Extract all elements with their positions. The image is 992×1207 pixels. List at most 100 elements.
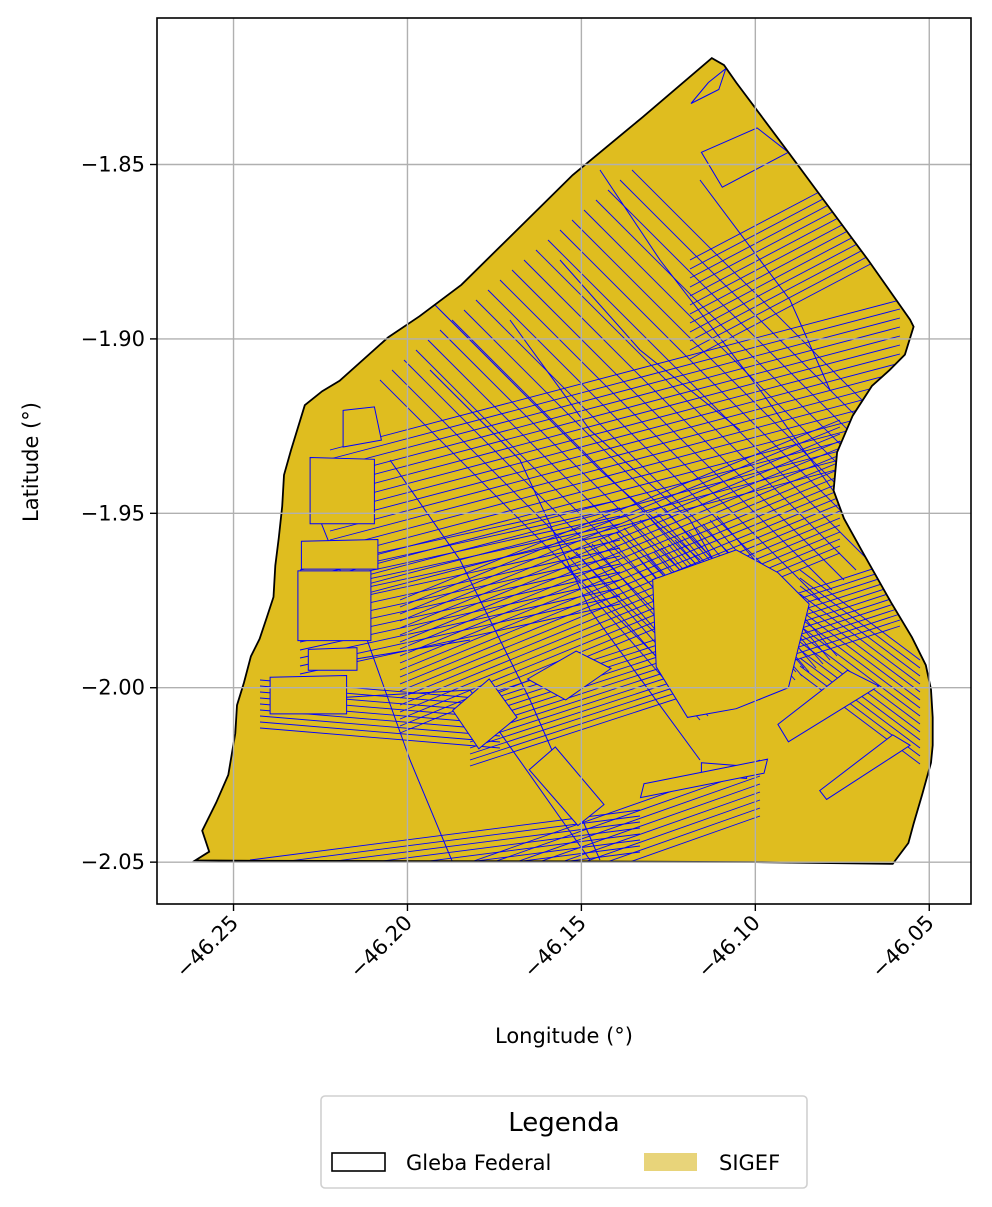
parcel-line-64 (399, 489, 841, 671)
axes-frame (156, 17, 972, 905)
sigef-parcel-4 (269, 674, 348, 715)
y-tick-label-4: −2.05 (81, 850, 145, 874)
y-tick-label-2: −1.95 (81, 501, 145, 525)
parcel-line-129 (799, 569, 921, 661)
parcel-line-153 (689, 249, 881, 351)
parcel-line-58 (399, 447, 841, 629)
parcel-line-31 (329, 380, 901, 532)
parcel-line-62 (399, 475, 841, 657)
parcel-line-70 (399, 531, 841, 713)
legend-title: Legenda (508, 1108, 619, 1138)
parcel-line-15 (559, 229, 881, 551)
sigef-parcel-5 (528, 746, 605, 827)
y-axis-label: Latitude (°) (19, 402, 43, 522)
parcel-line-101 (249, 845, 641, 864)
parcel-line-32 (329, 389, 901, 541)
sigef-parcel-1 (300, 538, 379, 570)
parcel-line-13 (535, 249, 857, 571)
parcel-line-67 (399, 510, 841, 692)
parcel-line-152 (689, 240, 881, 342)
parcel-line-140 (799, 657, 921, 749)
parcel-line-92 (259, 715, 501, 737)
legend-swatch-gleba-federal (331, 1152, 386, 1172)
parcel-boundary-8 (349, 639, 471, 661)
x-tick-label-0: −46.25 (171, 911, 243, 983)
parcel-line-94 (259, 727, 501, 749)
parcel-line-33 (329, 398, 901, 550)
sigef-parcel-2 (297, 570, 372, 642)
parcel-line-151 (689, 231, 881, 333)
parcel-line-134 (799, 609, 921, 701)
parcel-line-11 (511, 269, 833, 591)
parcel-line-56 (399, 433, 841, 615)
parcel-line-93 (259, 721, 501, 743)
parcel-line-161 (419, 807, 761, 864)
parcel-line-0 (379, 379, 701, 701)
legend-label-gleba-federal: Gleba Federal (406, 1151, 551, 1175)
parcel-boundary-5 (699, 179, 831, 391)
parcel-boundary-2 (599, 169, 841, 501)
parcel-line-14 (547, 239, 869, 561)
parcel-line-96 (249, 815, 641, 864)
sigef-parcel-0 (309, 456, 375, 525)
parcel-line-66 (399, 503, 841, 685)
parcel-line-136 (799, 625, 921, 717)
parcel-line-39 (329, 452, 901, 604)
parcel-line-24 (329, 317, 901, 469)
y-tick-label-3: −2.00 (81, 676, 145, 700)
sigef-parcel-14 (342, 406, 382, 448)
parcel-line-35 (329, 416, 901, 568)
legend-swatch-sigef (644, 1153, 697, 1171)
parcel-line-156 (419, 767, 761, 864)
parcel-line-51 (299, 587, 621, 659)
parcel-line-25 (329, 326, 901, 478)
parcel-line-150 (689, 222, 881, 324)
parcel-line-102 (249, 851, 641, 864)
sigef-parcel-10 (818, 734, 912, 801)
y-tick-label-0: −1.85 (81, 153, 145, 177)
x-tick-label-2: −46.15 (519, 911, 591, 983)
parcel-line-54 (399, 419, 841, 601)
parcel-line-158 (419, 783, 761, 864)
parcel-line-61 (399, 468, 841, 650)
legend: Legenda Gleba Federal SIGEF (320, 1095, 808, 1189)
sigef-parcel-7 (639, 758, 769, 799)
parcel-line-98 (249, 827, 641, 864)
parcel-line-133 (799, 601, 921, 693)
parcel-line-28 (329, 353, 901, 505)
parcel-boundary-9 (429, 299, 701, 561)
parcel-line-159 (419, 791, 761, 864)
parcel-line-68 (399, 517, 841, 699)
parcel-line-37 (329, 434, 901, 586)
plot-area: −46.25 −46.20 −46.15 −46.10 −46.05 −1.85 −1.90… (81, 17, 972, 983)
sigef-parcel-3 (307, 647, 358, 671)
parcel-line-99 (249, 833, 641, 864)
parcel-boundary-4 (319, 519, 461, 864)
x-tick-label-3: −46.10 (693, 911, 765, 983)
sigef-parcel-15 (690, 67, 727, 104)
parcel-line-131 (799, 585, 921, 677)
parcel-line-100 (249, 839, 641, 864)
parcel-line-30 (329, 371, 901, 523)
grid (157, 18, 971, 904)
x-tick-label-4: −46.05 (867, 911, 939, 983)
parcel-boundary-6 (559, 259, 741, 431)
parcel-line-26 (329, 335, 901, 487)
parcel-boundary-0 (429, 369, 701, 761)
parcel-line-162 (419, 815, 761, 864)
gleba-federal-boundary (192, 57, 934, 865)
parcel-line-154 (689, 258, 881, 360)
legend-label-sigef: SIGEF (719, 1151, 780, 1175)
parcel-line-10 (499, 279, 821, 601)
parcel-line-135 (799, 617, 921, 709)
x-axis-label: Longitude (°) (495, 1024, 633, 1048)
parcel-line-27 (329, 344, 901, 496)
parcel-line-60 (399, 461, 841, 643)
parcel-line-132 (799, 593, 921, 685)
parcel-line-65 (399, 496, 841, 678)
parcel-line-130 (799, 577, 921, 669)
parcel-line-29 (329, 362, 901, 514)
parcel-line-55 (399, 426, 841, 608)
parcel-line-22 (329, 299, 901, 451)
